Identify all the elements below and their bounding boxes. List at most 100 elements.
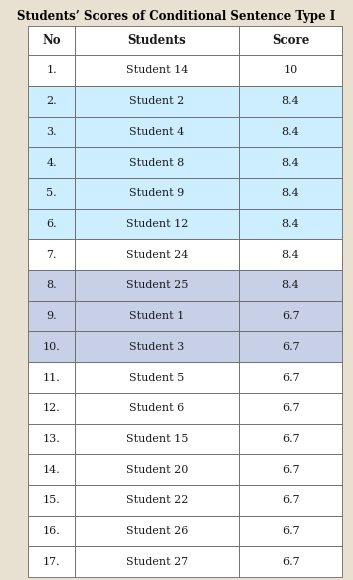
Text: 2.: 2. (47, 96, 57, 106)
Bar (239, 393, 342, 423)
Bar (28, 55, 76, 86)
Bar (239, 362, 342, 393)
Text: 8.4: 8.4 (282, 188, 299, 198)
Text: Student 4: Student 4 (130, 127, 185, 137)
Text: 6.7: 6.7 (282, 434, 299, 444)
Text: 1.: 1. (47, 66, 57, 75)
Bar (28, 546, 76, 577)
Bar (239, 485, 342, 516)
Text: 13.: 13. (43, 434, 61, 444)
Bar (76, 423, 239, 454)
Text: 4.: 4. (47, 158, 57, 168)
Bar (239, 55, 342, 86)
Text: 17.: 17. (43, 557, 61, 567)
Bar (239, 516, 342, 546)
Text: Student 24: Student 24 (126, 249, 188, 260)
Bar (28, 362, 76, 393)
Text: 5.: 5. (47, 188, 57, 198)
Text: Student 15: Student 15 (126, 434, 188, 444)
Text: Student 9: Student 9 (130, 188, 185, 198)
Text: 8.4: 8.4 (282, 96, 299, 106)
Bar (76, 26, 239, 55)
Text: Student 3: Student 3 (130, 342, 185, 352)
Bar (76, 147, 239, 178)
Text: Student 6: Student 6 (130, 403, 185, 413)
Bar (28, 393, 76, 423)
Bar (28, 117, 76, 147)
Bar (28, 423, 76, 454)
Text: 6.7: 6.7 (282, 311, 299, 321)
Bar (239, 209, 342, 240)
Bar (76, 240, 239, 270)
Text: Student 8: Student 8 (130, 158, 185, 168)
Bar (76, 117, 239, 147)
Text: 8.: 8. (47, 280, 57, 291)
Text: 6.7: 6.7 (282, 495, 299, 505)
Text: 9.: 9. (47, 311, 57, 321)
Bar (28, 26, 76, 55)
Bar (76, 55, 239, 86)
Bar (239, 454, 342, 485)
Text: Student 14: Student 14 (126, 66, 188, 75)
Text: 14.: 14. (43, 465, 61, 474)
Bar (28, 86, 76, 117)
Text: 3.: 3. (47, 127, 57, 137)
Bar (76, 209, 239, 240)
Text: 8.4: 8.4 (282, 127, 299, 137)
Text: Student 20: Student 20 (126, 465, 188, 474)
Text: 8.4: 8.4 (282, 249, 299, 260)
Text: Students’ Scores of Conditional Sentence Type I: Students’ Scores of Conditional Sentence… (17, 10, 336, 23)
Bar (76, 546, 239, 577)
Text: 6.7: 6.7 (282, 526, 299, 536)
Text: No: No (42, 34, 61, 47)
Bar (76, 178, 239, 209)
Text: 8.4: 8.4 (282, 280, 299, 291)
Bar (239, 240, 342, 270)
Text: Score: Score (272, 34, 309, 47)
Text: 16.: 16. (43, 526, 61, 536)
Bar (28, 240, 76, 270)
Text: 10.: 10. (43, 342, 61, 352)
Bar (28, 178, 76, 209)
Text: Student 22: Student 22 (126, 495, 188, 505)
Bar (28, 516, 76, 546)
Text: 7.: 7. (47, 249, 57, 260)
Bar (239, 117, 342, 147)
Text: 12.: 12. (43, 403, 61, 413)
Bar (239, 546, 342, 577)
Bar (239, 301, 342, 331)
Bar (28, 454, 76, 485)
Bar (28, 301, 76, 331)
Bar (76, 270, 239, 301)
Text: 6.7: 6.7 (282, 372, 299, 383)
Text: Student 2: Student 2 (130, 96, 185, 106)
Bar (239, 26, 342, 55)
Text: Student 5: Student 5 (130, 372, 185, 383)
Bar (239, 86, 342, 117)
Text: 6.7: 6.7 (282, 342, 299, 352)
Text: Students: Students (128, 34, 186, 47)
Bar (76, 301, 239, 331)
Text: 6.7: 6.7 (282, 557, 299, 567)
Bar (28, 147, 76, 178)
Bar (239, 270, 342, 301)
Bar (76, 393, 239, 423)
Text: Student 12: Student 12 (126, 219, 188, 229)
Bar (76, 516, 239, 546)
Text: Student 27: Student 27 (126, 557, 188, 567)
Bar (239, 331, 342, 362)
Bar (28, 331, 76, 362)
Text: 6.7: 6.7 (282, 403, 299, 413)
Text: 8.4: 8.4 (282, 158, 299, 168)
Text: 8.4: 8.4 (282, 219, 299, 229)
Bar (76, 485, 239, 516)
Bar (239, 178, 342, 209)
Text: Student 1: Student 1 (130, 311, 185, 321)
Bar (239, 423, 342, 454)
Text: 10: 10 (283, 66, 298, 75)
Bar (28, 485, 76, 516)
Text: Student 25: Student 25 (126, 280, 188, 291)
Bar (28, 209, 76, 240)
Bar (239, 147, 342, 178)
Bar (28, 270, 76, 301)
